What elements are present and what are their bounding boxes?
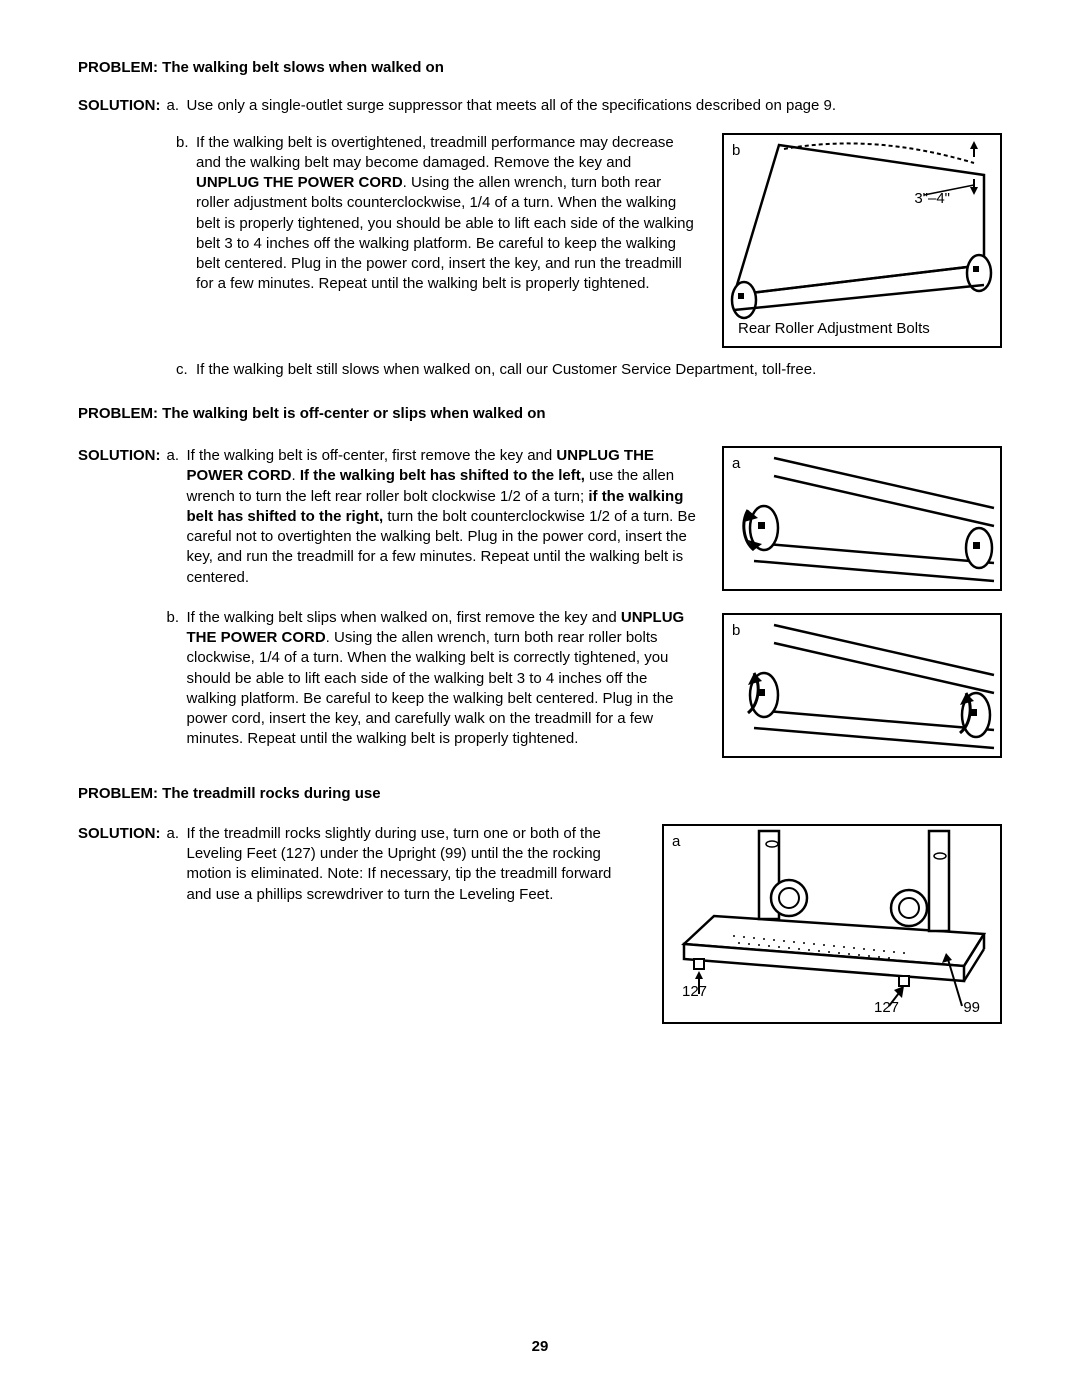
- solution-item-b: b. If the walking belt slips when walked…: [167, 608, 699, 750]
- solution-row: SOLUTION: a. If the walking belt is off-…: [78, 446, 698, 766]
- solution-item-a: a. If the treadmill rocks slightly durin…: [167, 824, 639, 905]
- problem-block-1: PROBLEM: The walking belt slows when wal…: [78, 58, 1002, 380]
- two-col-row: SOLUTION: a. If the treadmill rocks slig…: [78, 824, 1002, 1024]
- item-letter: c.: [176, 360, 196, 380]
- two-col-row: SOLUTION: a. If the walking belt is off-…: [78, 446, 1002, 766]
- problem-heading: PROBLEM: The walking belt slows when wal…: [78, 58, 1002, 78]
- item-text: If the treadmill rocks slightly during u…: [187, 824, 639, 905]
- solution-label: SOLUTION:: [78, 446, 161, 466]
- item-text: If the walking belt is off-center, first…: [187, 446, 699, 588]
- solution-item-c: c. If the walking belt still slows when …: [176, 360, 1002, 380]
- item-text: If the walking belt slips when walked on…: [187, 608, 699, 750]
- problem-heading: PROBLEM: The walking belt is off-center …: [78, 404, 1002, 424]
- item-letter: b.: [167, 608, 187, 628]
- problem-block-3: PROBLEM: The treadmill rocks during use …: [78, 784, 1002, 1024]
- problem-block-2: PROBLEM: The walking belt is off-center …: [78, 404, 1002, 766]
- problem-heading: PROBLEM: The treadmill rocks during use: [78, 784, 1002, 804]
- page-number: 29: [0, 1337, 1080, 1357]
- figure-leveling-feet: a: [662, 824, 1002, 1024]
- item-text: If the walking belt still slows when wal…: [196, 360, 1002, 380]
- figure-caption: Rear Roller Adjustment Bolts: [738, 319, 930, 339]
- figure-label: b: [732, 621, 740, 641]
- item-letter: a.: [167, 824, 187, 844]
- figure-label: b: [732, 141, 740, 161]
- item-text: If the walking belt is overtightened, tr…: [196, 133, 698, 295]
- callout-127: 127: [874, 998, 899, 1018]
- item-letter: a.: [167, 96, 187, 116]
- two-col-row: b. If the walking belt is overtightened,…: [78, 133, 1002, 348]
- figure-offcenter-b: b: [722, 613, 1002, 758]
- figure-offcenter-a: a: [722, 446, 1002, 591]
- figure-label: a: [672, 832, 680, 852]
- figure-label: a: [732, 454, 740, 474]
- solution-item-a: a. If the walking belt is off-center, fi…: [167, 446, 699, 588]
- solution-label: SOLUTION:: [78, 824, 161, 844]
- item-letter: b.: [176, 133, 196, 153]
- item-letter: a.: [167, 446, 187, 466]
- callout-99: 99: [963, 998, 980, 1018]
- figure-belt-lift: b 3"–4": [722, 133, 1002, 348]
- figure-column: a b: [722, 446, 1002, 758]
- dimension-text: 3"–4": [914, 189, 950, 209]
- solution-label: SOLUTION:: [78, 96, 161, 116]
- callout-127: 127: [682, 982, 707, 1002]
- solution-row: SOLUTION: a. Use only a single-outlet su…: [78, 96, 1002, 116]
- item-text: Use only a single-outlet surge suppresso…: [187, 96, 837, 116]
- solution-row: SOLUTION: a. If the treadmill rocks slig…: [78, 824, 638, 921]
- solution-item-b: b. If the walking belt is overtightened,…: [176, 133, 698, 295]
